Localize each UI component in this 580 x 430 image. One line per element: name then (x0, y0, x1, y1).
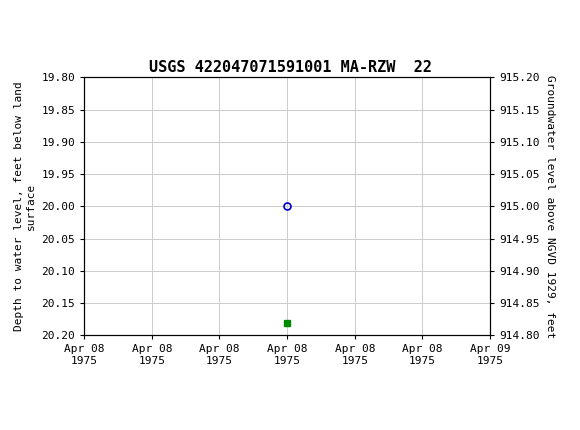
Y-axis label: Depth to water level, feet below land
surface: Depth to water level, feet below land su… (14, 82, 36, 331)
Text: ≡USGS: ≡USGS (8, 12, 53, 27)
Text: USGS 422047071591001 MA-RZW  22: USGS 422047071591001 MA-RZW 22 (148, 59, 432, 74)
Y-axis label: Groundwater level above NGVD 1929, feet: Groundwater level above NGVD 1929, feet (545, 75, 555, 338)
